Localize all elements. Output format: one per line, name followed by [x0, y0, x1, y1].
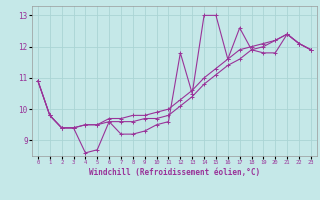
X-axis label: Windchill (Refroidissement éolien,°C): Windchill (Refroidissement éolien,°C) — [89, 168, 260, 177]
